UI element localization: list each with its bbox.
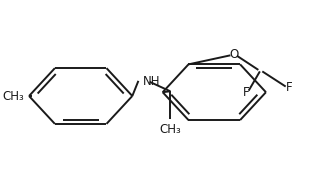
- Text: CH₃: CH₃: [159, 123, 181, 137]
- Text: O: O: [230, 48, 239, 61]
- Text: CH₃: CH₃: [3, 89, 24, 103]
- Text: NH: NH: [143, 75, 160, 88]
- Text: F: F: [285, 81, 292, 94]
- Text: F: F: [243, 86, 250, 99]
